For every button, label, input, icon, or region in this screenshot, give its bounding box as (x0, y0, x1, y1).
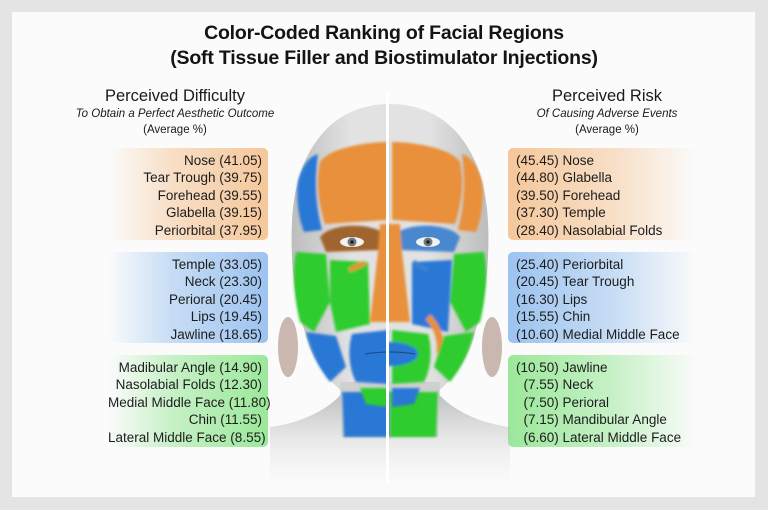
list-item: Nasolabial Folds (12.30) (115, 377, 262, 393)
page-subtitle: (Soft Tissue Filler and Biostimulator In… (170, 47, 598, 69)
list-item: Chin (11.55) (188, 412, 262, 428)
list-item: (7.15) Mandibular Angle (516, 412, 667, 428)
risk-low-group: (10.50) Jawline (7.55) Neck (7.50) Perio… (508, 355, 698, 447)
list-item: (15.55) Chin (516, 309, 591, 325)
list-item: Glabella (39.15) (165, 205, 262, 221)
list-item: Periorbital (37.95) (154, 222, 262, 238)
center-divider (386, 92, 389, 484)
list-item: (37.30) Temple (516, 205, 606, 221)
difficulty-unit: (Average %) (143, 124, 207, 136)
list-item: Madibular Angle (14.90) (118, 360, 262, 375)
list-item: (10.60) Medial Middle Face (516, 326, 680, 342)
difficulty-header: Perceived Difficulty To Obtain a Perfect… (60, 86, 290, 138)
list-item: Tear Trough (39.75) (143, 170, 262, 186)
risk-medium-group: (25.40) Periorbital (20.45) Tear Trough … (508, 252, 698, 343)
list-item: Neck (23.30) (184, 274, 262, 290)
difficulty-medium-group: Temple (33.05) Neck (23.30) Perioral (20… (108, 252, 268, 343)
list-item: (44.80) Glabella (516, 170, 613, 186)
risk-header: Perceived Risk Of Causing Adverse Events… (492, 86, 722, 138)
list-item: (20.45) Tear Trough (516, 274, 635, 290)
list-item: (28.40) Nasolabial Folds (516, 222, 663, 238)
risk-high-group: (45.45) Nose (44.80) Glabella (39.50) Fo… (508, 148, 698, 240)
list-item: Perioral (20.45) (168, 291, 262, 307)
difficulty-heading: Perceived Difficulty (104, 87, 245, 105)
list-item: Temple (33.05) (171, 257, 262, 272)
list-item: (45.45) Nose (516, 153, 595, 168)
list-item: Jawline (18.65) (170, 326, 262, 342)
difficulty-high-group: Nose (41.05) Tear Trough (39.75) Forehea… (108, 148, 268, 240)
list-item: (39.50) Forehead (516, 187, 621, 203)
list-item: Medial Middle Face (11.80) (108, 394, 271, 410)
risk-heading: Perceived Risk (551, 87, 663, 105)
list-item: (25.40) Periorbital (516, 257, 624, 272)
risk-unit: (Average %) (575, 124, 639, 136)
list-item: Nose (41.05) (183, 153, 262, 168)
list-item: Lateral Middle Face (8.55) (108, 429, 266, 445)
list-item: (7.55) Neck (516, 377, 594, 393)
list-item: (10.50) Jawline (516, 360, 608, 375)
list-item: (6.60) Lateral Middle Face (516, 429, 682, 445)
list-item: Forehead (39.55) (157, 187, 262, 203)
difficulty-low-group: Madibular Angle (14.90) Nasolabial Folds… (108, 355, 271, 447)
page-title: Color-Coded Ranking of Facial Regions (204, 22, 564, 44)
risk-subheading: Of Causing Adverse Events (536, 108, 678, 120)
difficulty-subheading: To Obtain a Perfect Aesthetic Outcome (75, 108, 275, 120)
face-illustration (270, 104, 510, 497)
list-item: Lips (19.45) (190, 309, 262, 325)
list-item: (16.30) Lips (516, 291, 588, 307)
list-item: (7.50) Perioral (516, 394, 610, 410)
